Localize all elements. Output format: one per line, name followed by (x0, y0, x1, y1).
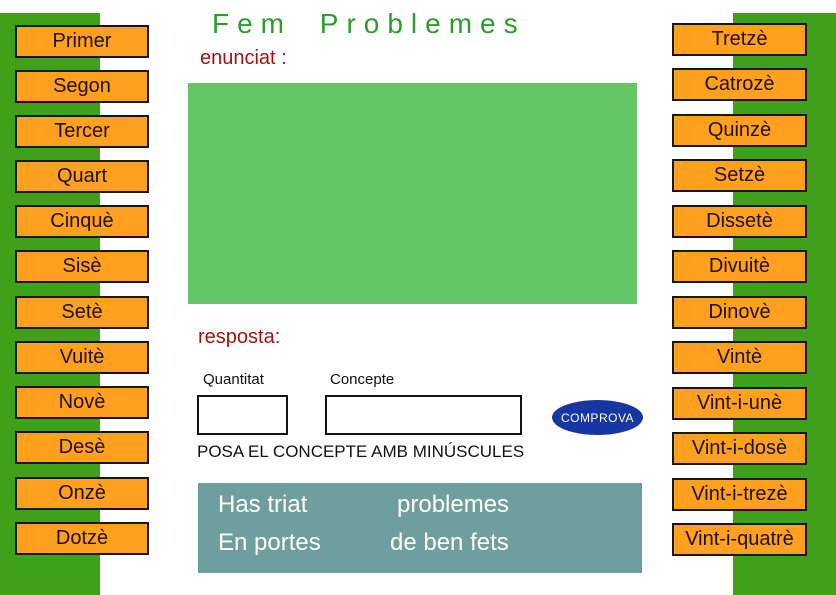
check-button[interactable]: COMPROVA (552, 400, 643, 435)
problem-button-vinte[interactable]: Vintè (672, 341, 807, 374)
problem-button-dissete[interactable]: Dissetè (672, 205, 807, 238)
problem-button-tretze[interactable]: Tretzè (672, 23, 807, 56)
problem-button-cinque[interactable]: Cinquè (15, 205, 149, 238)
problem-button-divuite[interactable]: Divuitè (672, 250, 807, 283)
problem-button-nove[interactable]: Novè (15, 386, 149, 419)
problem-button-setze[interactable]: Setzè (672, 159, 807, 192)
quantity-input[interactable] (197, 395, 288, 435)
concept-input[interactable] (325, 395, 522, 435)
score-line2-prefix: En portes (218, 529, 321, 556)
problem-button-dinove[interactable]: Dinovè (672, 296, 807, 329)
concept-label: Concepte (330, 371, 395, 388)
problem-button-dotze[interactable]: Dotzè (15, 522, 149, 555)
problem-button-primer[interactable]: Primer (15, 25, 149, 58)
problem-button-vuite[interactable]: Vuitè (15, 341, 149, 374)
problem-button-dese[interactable]: Desè (15, 431, 149, 464)
concept-hint: POSA EL CONCEPTE AMB MINÚSCULES (197, 442, 525, 461)
problem-button-catroze[interactable]: Catrozè (672, 68, 807, 101)
score-line1-prefix: Has triat (218, 491, 308, 518)
answer-label: resposta: (198, 326, 281, 348)
problem-button-tercer[interactable]: Tercer (15, 115, 149, 148)
problem-button-sise[interactable]: Sisè (15, 250, 149, 283)
quantity-label: Quantitat (203, 371, 264, 388)
problem-button-vint-i-dose[interactable]: Vint-i-dosè (672, 432, 807, 465)
score-line1-suffix: problemes (397, 491, 510, 518)
problem-button-onze[interactable]: Onzè (15, 477, 149, 510)
statement-area (188, 83, 637, 304)
score-line2-suffix: de ben fets (390, 529, 509, 556)
problem-button-vint-i-une[interactable]: Vint-i-unè (672, 387, 807, 420)
statement-label: enunciat : (200, 47, 287, 69)
score-panel: Has triat problemes En portes de ben fet… (198, 483, 642, 573)
problem-button-quinze[interactable]: Quinzè (672, 114, 807, 147)
problem-button-vint-i-treze[interactable]: Vint-i-trezè (672, 478, 807, 511)
problem-button-quart[interactable]: Quart (15, 160, 149, 193)
problem-button-sete[interactable]: Setè (15, 296, 149, 329)
problem-button-vint-i-quatre[interactable]: Vint-i-quatrè (672, 523, 807, 556)
page-title: Fem Problemes (212, 8, 526, 39)
problem-button-segon[interactable]: Segon (15, 70, 149, 103)
